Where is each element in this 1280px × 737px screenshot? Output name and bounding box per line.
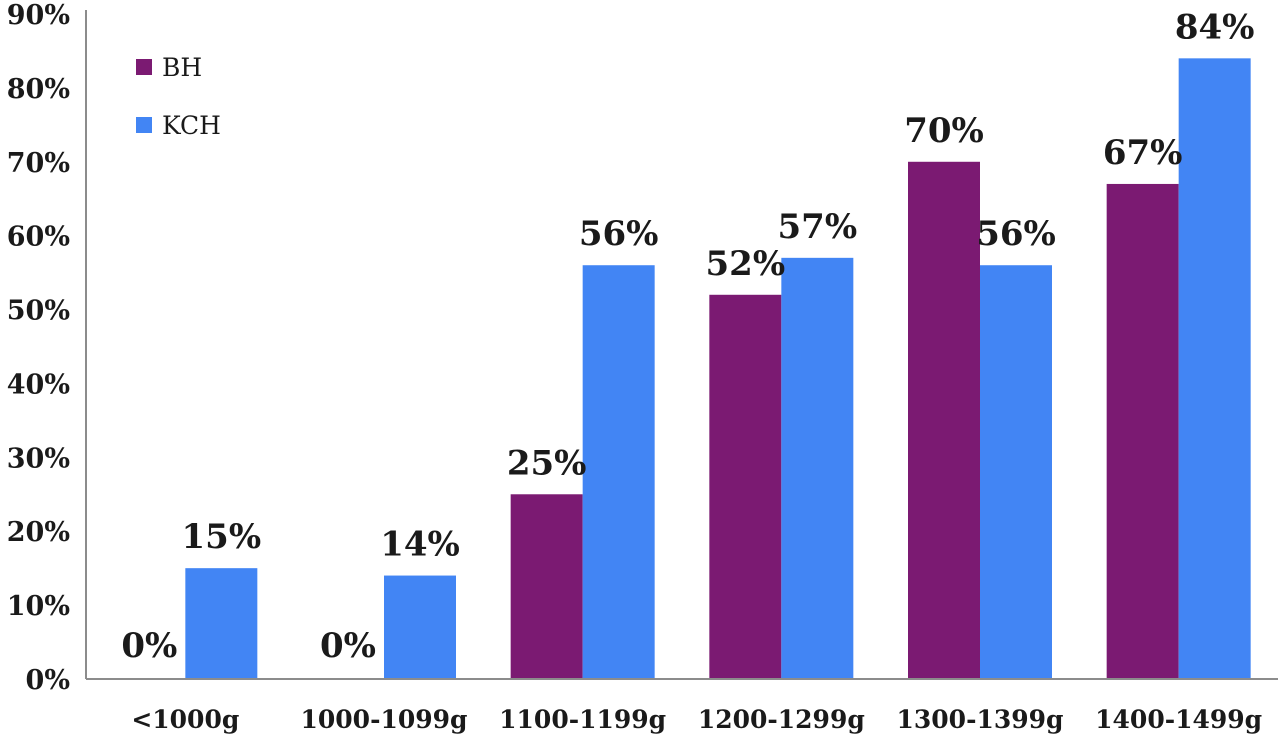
data-label-bh: 67% (1103, 133, 1183, 173)
bars (185, 58, 1251, 680)
y-tick-label: 40% (7, 369, 70, 400)
y-axis-ticks: 0% 10% 20% 30% 40% 50% 60% 70% 80% 90% (7, 0, 70, 696)
x-axis-labels: <1000g 1000-1099g 1100-1199g 1200-1299g 1300… (131, 705, 1262, 734)
y-tick-label: 80% (7, 74, 70, 105)
data-label-bh: 0% (320, 626, 376, 666)
y-tick-label: 60% (7, 222, 70, 253)
x-category-label: 1400-1499g (1095, 705, 1262, 734)
bar-kch (781, 257, 854, 679)
y-tick-label: 30% (7, 443, 70, 474)
data-label-bh: 25% (507, 443, 587, 483)
data-label-kch: 14% (380, 525, 460, 565)
x-category-label: <1000g (131, 705, 239, 734)
x-category-label: 1200-1299g (698, 705, 865, 734)
y-tick-label: 0% (26, 665, 70, 696)
x-category-label: 1300-1399g (896, 705, 1063, 734)
y-tick-label: 20% (7, 517, 70, 548)
y-tick-label: 90% (7, 0, 70, 31)
legend: BH KCH (136, 53, 221, 140)
data-label-bh: 0% (121, 626, 177, 666)
legend-label-bh: BH (162, 53, 202, 82)
bar-kch (582, 265, 655, 679)
bar-bh (709, 294, 782, 679)
data-label-kch: 56% (579, 214, 659, 254)
data-label-kch: 84% (1175, 7, 1255, 47)
bar-bh (510, 494, 583, 679)
bar-kch (980, 265, 1052, 679)
bar-kch (384, 575, 456, 679)
legend-label-kch: KCH (162, 111, 221, 140)
bar-bh (908, 161, 980, 679)
legend-swatch-bh (136, 59, 152, 75)
data-label-bh: 52% (706, 244, 786, 284)
data-label-kch: 57% (778, 207, 858, 247)
data-label-kch: 56% (976, 214, 1056, 254)
legend-swatch-kch (136, 117, 152, 133)
y-tick-label: 70% (7, 148, 70, 179)
bar-kch (185, 568, 258, 679)
y-tick-label: 10% (7, 591, 70, 622)
bar-kch (1178, 58, 1251, 680)
data-label-bh: 70% (904, 111, 984, 151)
y-tick-label: 50% (7, 296, 70, 327)
x-category-label: 1000-1099g (300, 705, 467, 734)
bar-bh (1106, 183, 1179, 679)
data-label-kch: 15% (182, 517, 262, 557)
x-category-label: 1100-1199g (499, 705, 666, 734)
data-labels: 0% 15% 0% 14% 25% 56% 52%57% 70% 56% 67% 84% (121, 7, 1254, 666)
